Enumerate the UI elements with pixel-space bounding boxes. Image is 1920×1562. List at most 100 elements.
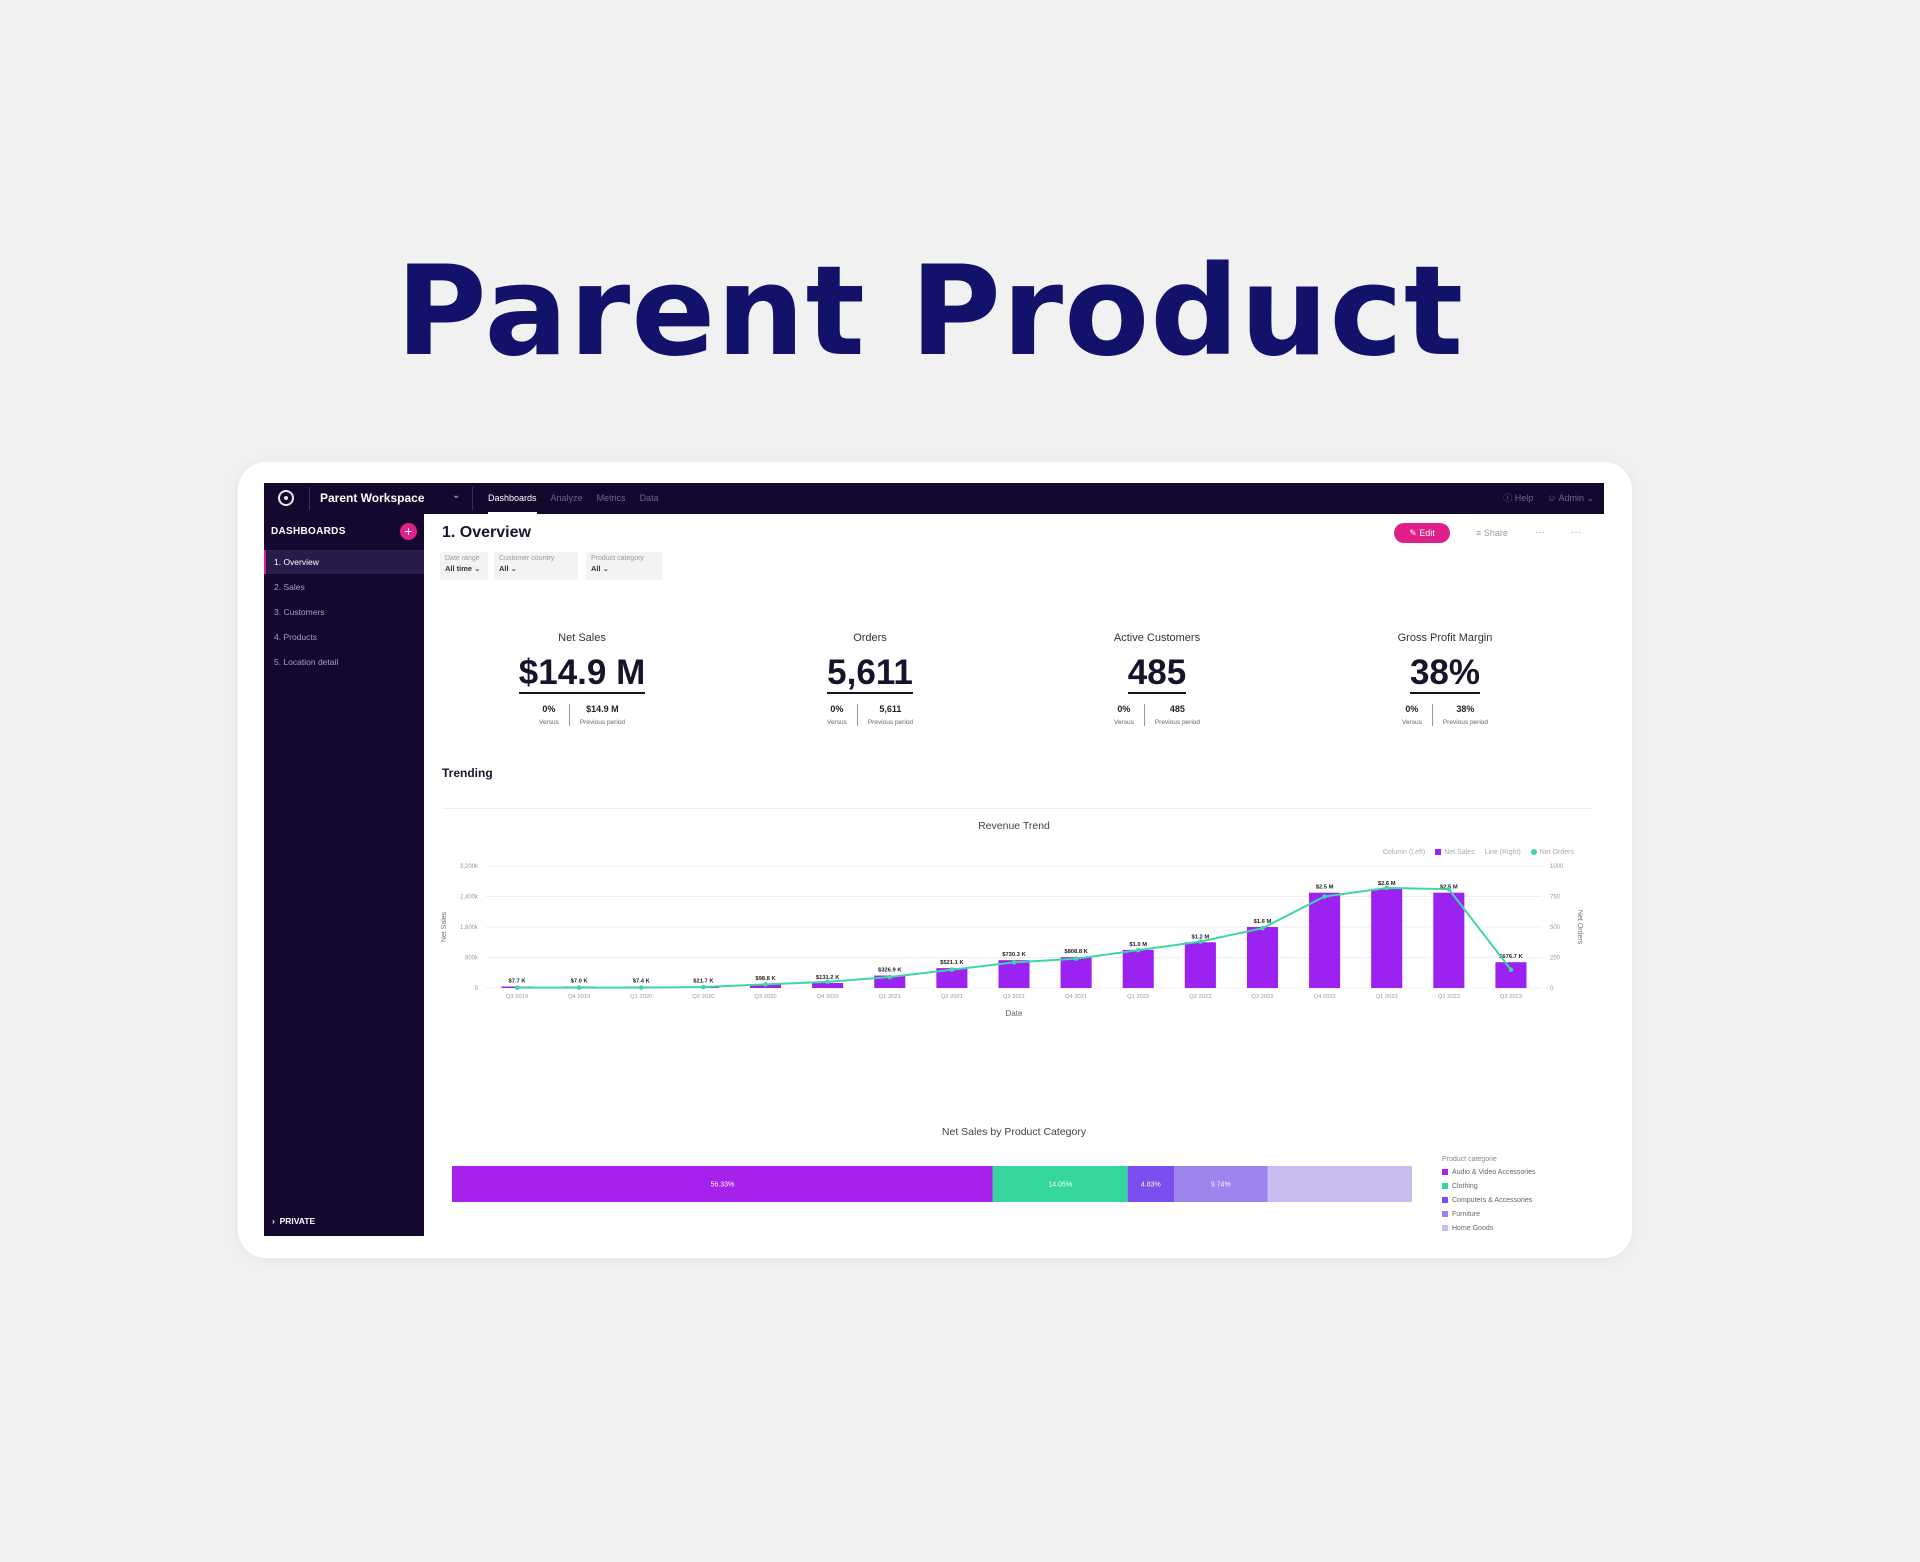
legend-item-net-orders[interactable]: Net Orders bbox=[1530, 849, 1574, 856]
share-label: Share bbox=[1483, 528, 1508, 538]
x-tick-label: Q3 2019 bbox=[506, 994, 528, 1000]
help-link[interactable]: ⓘ Help bbox=[1503, 483, 1533, 514]
segment-label: 9.74% bbox=[1211, 1182, 1231, 1189]
legend-item[interactable]: Computers & Accessories bbox=[1442, 1194, 1536, 1208]
legend-label: Home Goods bbox=[1452, 1225, 1494, 1232]
sidebar-item-customers[interactable]: 3. Customers bbox=[274, 607, 325, 617]
point-net-orders bbox=[887, 974, 893, 980]
kpi-versus-label: Versus bbox=[1113, 719, 1134, 726]
revenue-trend-chart: 0 800k 1,600k 2,400k 3,200k 0 250 500 750 1000 Net… bbox=[441, 864, 1583, 1018]
filter-product-category[interactable]: Product category All ⌄ bbox=[586, 552, 662, 580]
section-title-trending: Trending bbox=[442, 766, 493, 780]
overflow-menu-button[interactable]: ··· bbox=[1571, 527, 1581, 538]
x-tick-label: Q1 2023 bbox=[1376, 994, 1398, 1000]
nav-dashboards[interactable]: Dashboards bbox=[488, 483, 537, 514]
filter-value-text: All bbox=[591, 564, 601, 573]
pencil-icon: ✎ bbox=[1409, 528, 1420, 538]
sidebar-item-products[interactable]: 4. Products bbox=[274, 632, 317, 642]
y-tick-label: 0 bbox=[475, 986, 479, 992]
x-tick-label: Q3 2020 bbox=[754, 994, 776, 1000]
kpi-value[interactable]: 38% bbox=[1409, 653, 1481, 694]
data-label: $808.8 K bbox=[1064, 949, 1088, 955]
nav-metrics[interactable]: Metrics bbox=[596, 493, 626, 503]
kpi-versus-label: Versus bbox=[1401, 719, 1422, 726]
workspace-switcher[interactable]: Parent Workspace bbox=[320, 491, 425, 505]
logo-icon[interactable] bbox=[278, 490, 294, 506]
x-tick-label: Q1 2021 bbox=[879, 994, 901, 1000]
kpi-versus-value: 0% bbox=[830, 704, 844, 714]
sidebar-item-sales[interactable]: 2. Sales bbox=[274, 582, 305, 592]
y2-tick-label: 1000 bbox=[1550, 864, 1564, 870]
data-label: $7.7 K bbox=[509, 979, 527, 985]
hero-title: Parent Product bbox=[395, 240, 1465, 384]
legend-item[interactable]: Audio & Video Accessories bbox=[1442, 1166, 1536, 1180]
legend-item[interactable]: Furniture bbox=[1442, 1208, 1536, 1222]
legend-item[interactable]: Home Goods bbox=[1442, 1222, 1536, 1236]
kpi-value[interactable]: 5,611 bbox=[827, 653, 913, 694]
legend-swatch bbox=[1442, 1169, 1448, 1176]
kpi-previous-label: Previous period bbox=[1154, 719, 1201, 726]
legend-swatch bbox=[1442, 1183, 1448, 1190]
bar-net-sales bbox=[1246, 927, 1278, 988]
kpi-value[interactable]: 485 bbox=[1127, 653, 1187, 694]
point-net-orders bbox=[825, 979, 830, 985]
bar-net-sales bbox=[1371, 888, 1403, 988]
data-label: $326.9 K bbox=[878, 968, 902, 974]
kpi-versus-label: Versus bbox=[826, 719, 847, 726]
kpi-versus: 0% Versus bbox=[817, 704, 858, 726]
sidebar-item-overview[interactable]: 1. Overview bbox=[264, 550, 424, 574]
legend-item-net-sales[interactable]: Net Sales bbox=[1435, 849, 1475, 856]
point-net-orders bbox=[949, 967, 955, 972]
segment-label: 4.83% bbox=[1141, 1182, 1161, 1189]
point-net-orders bbox=[1384, 885, 1390, 891]
kpi-comparison: 0% Versus 38% Previous period bbox=[1335, 704, 1555, 726]
filter-customer-country[interactable]: Customer country All ⌄ bbox=[494, 552, 578, 580]
main-content: 1. Overview ✎ Edit ≡ Share ··· ··· Date … bbox=[424, 514, 1604, 1236]
chevron-down-icon[interactable]: ⌄ bbox=[452, 490, 461, 501]
kpi-previous-value: 38% bbox=[1456, 704, 1475, 714]
top-bar: Parent Workspace ⌄ Dashboards Analyze Me… bbox=[264, 483, 1604, 514]
kpi-versus: 0% Versus bbox=[1104, 704, 1145, 726]
user-menu[interactable]: ☺ Admin ⌄ bbox=[1547, 483, 1594, 514]
filter-label: Customer country bbox=[499, 555, 555, 562]
data-label: $730.3 K bbox=[1002, 952, 1026, 958]
legend-swatch bbox=[1442, 1211, 1448, 1218]
bar-net-sales bbox=[812, 982, 844, 988]
divider bbox=[472, 487, 473, 510]
bar-net-sales bbox=[1309, 892, 1341, 988]
chart-title-revenue-trend: Revenue Trend bbox=[978, 820, 1050, 832]
kpi-comparison: 0% Versus $14.9 M Previous period bbox=[472, 704, 692, 726]
point-net-orders bbox=[763, 982, 768, 987]
kpi-active-customers: Active Customers 485 0% Versus 485 Previou… bbox=[1047, 632, 1267, 726]
y2-tick-label: 750 bbox=[1550, 895, 1561, 901]
sidebar-item-location-detail[interactable]: 5. Location detail bbox=[274, 657, 339, 667]
add-dashboard-button[interactable]: + bbox=[400, 523, 417, 540]
filter-label: Date range bbox=[445, 555, 480, 562]
point-net-orders bbox=[1073, 956, 1079, 962]
y2-tick-label: 250 bbox=[1550, 956, 1561, 962]
legend-label: Computers & Accessories bbox=[1452, 1197, 1533, 1204]
kpi-previous: 38% Previous period bbox=[1433, 704, 1498, 726]
kpi-value[interactable]: $14.9 M bbox=[518, 653, 646, 694]
kpi-previous: 485 Previous period bbox=[1145, 704, 1210, 726]
divider bbox=[309, 487, 310, 510]
segment-clothing bbox=[992, 1166, 1128, 1202]
nav-data[interactable]: Data bbox=[639, 493, 659, 503]
share-button[interactable]: ≡ Share bbox=[1464, 523, 1520, 543]
legend-swatch bbox=[1442, 1225, 1448, 1232]
filter-date-range[interactable]: Date range All time ⌄ bbox=[440, 552, 488, 580]
x-tick-label: Q4 2020 bbox=[817, 994, 839, 1000]
x-tick-label: Q2 2021 bbox=[941, 994, 963, 1000]
sidebar-private-section[interactable]: › PRIVATE bbox=[272, 1216, 315, 1226]
segment-home-goods bbox=[1267, 1166, 1412, 1202]
y2-tick-label: 0 bbox=[1550, 986, 1554, 992]
edit-button[interactable]: ✎ Edit bbox=[1394, 523, 1450, 543]
x-tick-label: Q1 2020 bbox=[630, 994, 652, 1000]
divider bbox=[442, 808, 1592, 809]
chevron-down-icon: ⌄ bbox=[508, 564, 517, 573]
data-label: $21.7 K bbox=[693, 979, 714, 985]
more-options-button[interactable]: ··· bbox=[1535, 527, 1545, 538]
legend-item[interactable]: Clothing bbox=[1442, 1180, 1536, 1194]
nav-analyze[interactable]: Analyze bbox=[550, 493, 583, 503]
kpi-versus-value: 0% bbox=[542, 704, 556, 714]
